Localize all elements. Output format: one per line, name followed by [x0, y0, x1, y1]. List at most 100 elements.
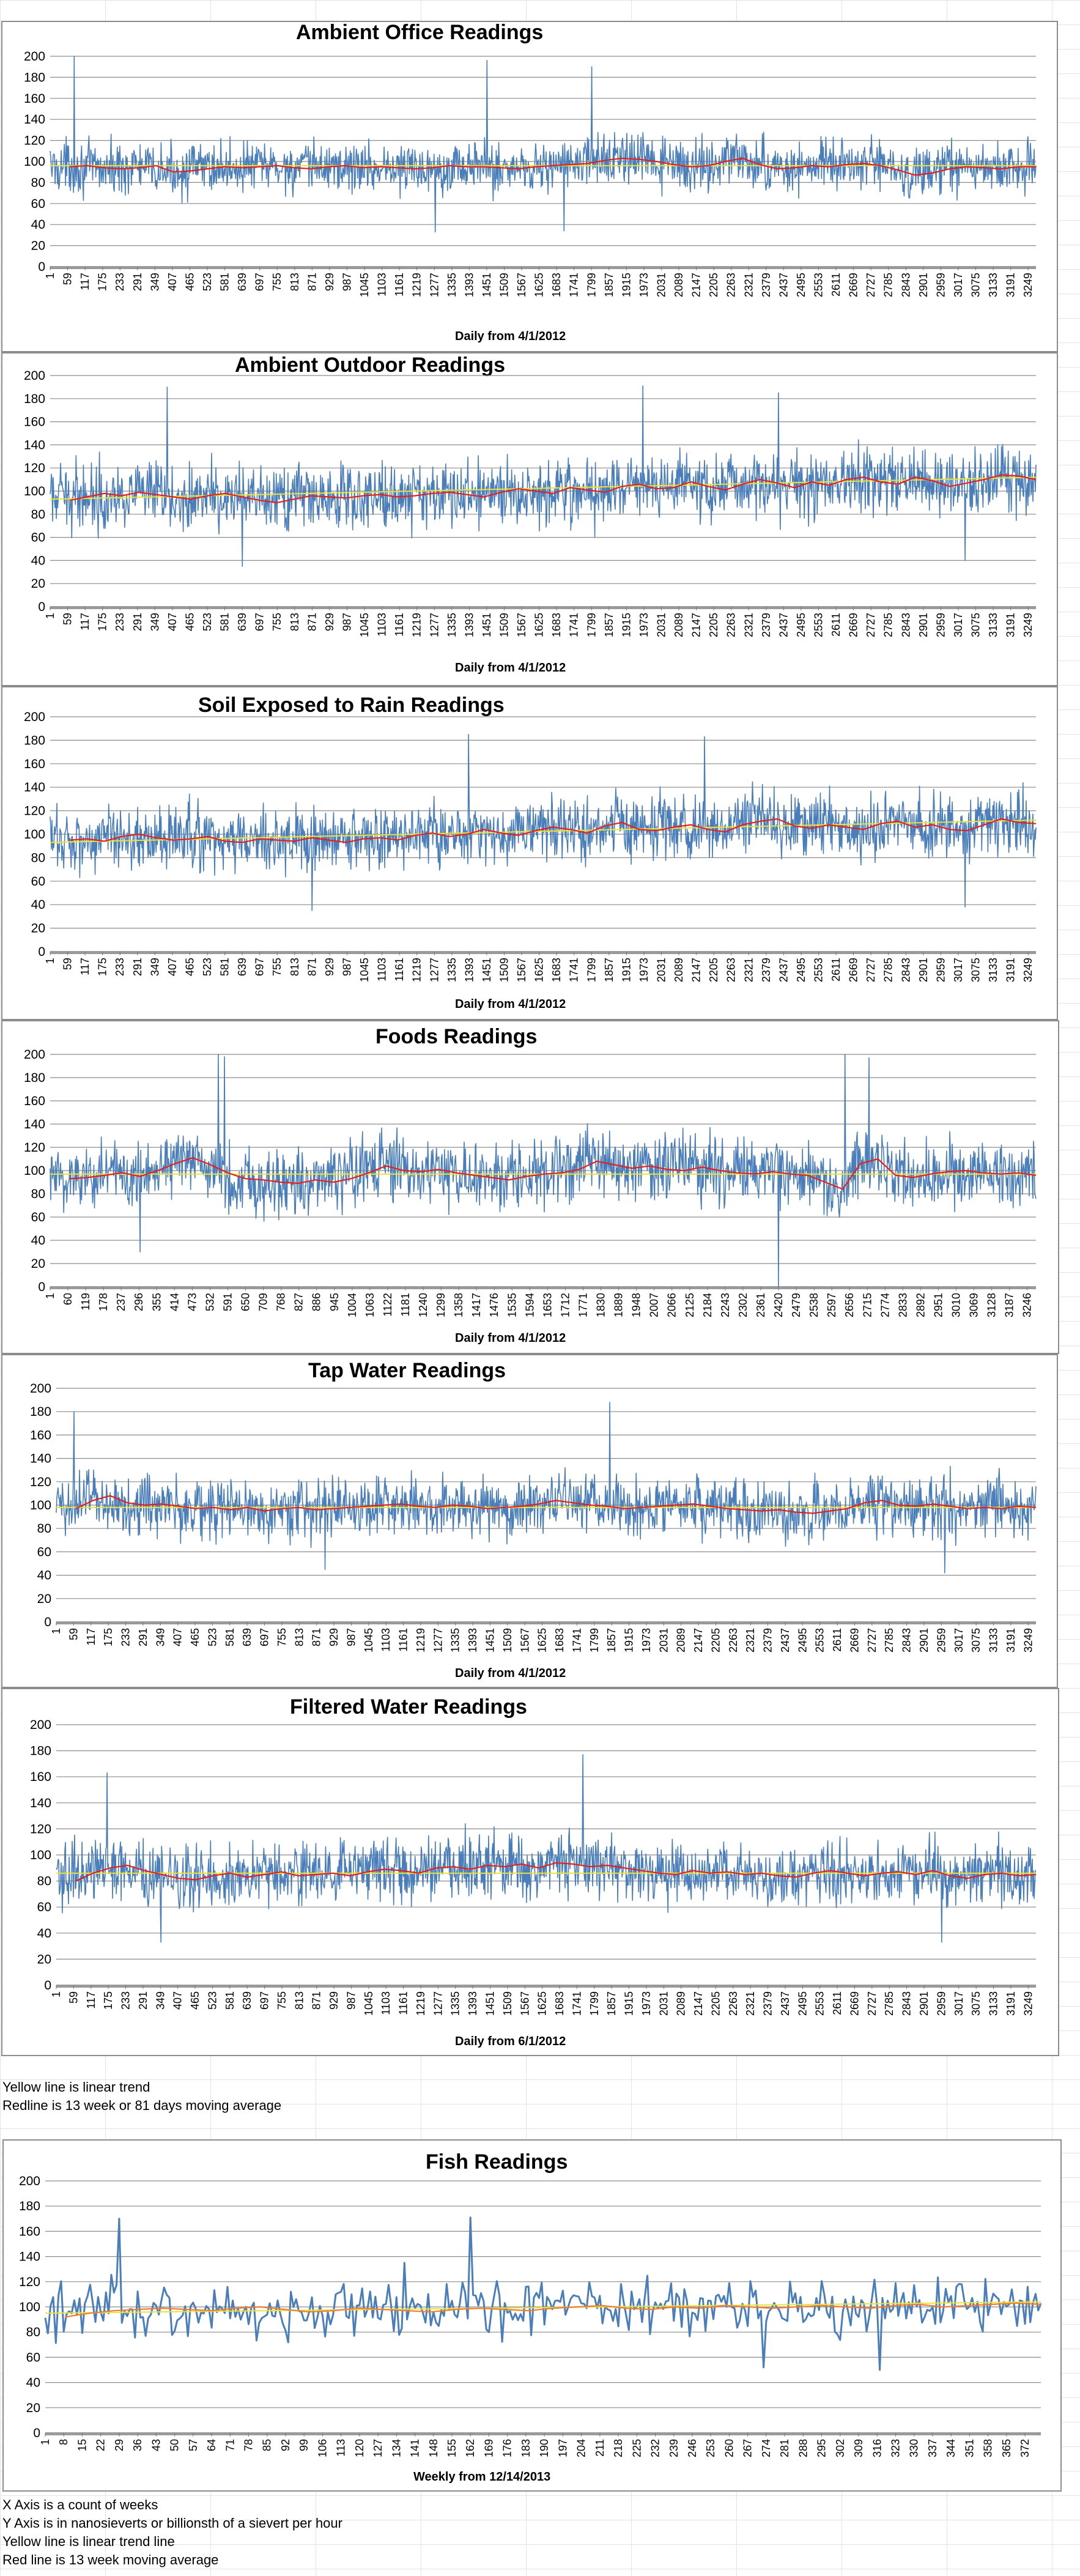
x-tick-label: 175: [102, 1991, 114, 2010]
x-tick-label: 2379: [760, 958, 772, 982]
x-tick-label: 349: [149, 958, 161, 976]
x-tick-label: 2147: [692, 1628, 705, 1653]
note-moving-average: Redline is 13 week or 81 days moving ave…: [2, 2098, 282, 2113]
x-tick-label: 581: [219, 273, 231, 291]
x-tick-label: 1799: [588, 1628, 601, 1653]
x-tick-label: 344: [945, 2439, 957, 2457]
x-tick-label: 465: [183, 273, 196, 291]
x-tick-label: 1335: [446, 613, 458, 637]
x-tick-label: 2901: [917, 613, 930, 637]
x-tick-label: 2089: [675, 1628, 687, 1653]
x-tick-label: 465: [183, 958, 196, 976]
x-tick-label: 2553: [814, 1991, 826, 2016]
x-tick-label: 291: [137, 1628, 149, 1646]
x-tick-label: 127: [372, 2439, 384, 2457]
x-tick-label: 175: [97, 613, 109, 631]
x-tick-label: 813: [289, 273, 301, 291]
x-tick-label: 59: [62, 958, 74, 970]
x-tick-label: 1712: [559, 1293, 571, 1317]
x-axis-label: Daily from 4/1/2012: [455, 330, 566, 343]
chart-panel-filtered-water: Filtered Water Readings 0 20 40 60 80 100 120 14…: [1, 1688, 1059, 2056]
x-axis-label: Daily from 4/1/2012: [455, 1667, 566, 1680]
x-tick-label: 246: [686, 2439, 698, 2457]
x-tick-label: 2263: [725, 273, 738, 297]
x-tick-label: 1004: [346, 1293, 358, 1317]
x-tick-label: 945: [328, 1293, 341, 1311]
x-tick-label: 3075: [970, 613, 982, 637]
x-tick-label: 2669: [848, 1628, 860, 1653]
x-tick-label: 2089: [673, 273, 685, 297]
x-tick-label: 1335: [449, 1991, 462, 2016]
y-tick-label: 40: [31, 553, 45, 568]
x-tick-label: 1417: [470, 1293, 483, 1317]
x-tick-label: 1799: [585, 613, 597, 637]
x-tick-label: 2205: [708, 613, 720, 637]
x-tick-label: 3133: [987, 958, 999, 982]
chart-filtered-water: Filtered Water Readings02040608010012014…: [30, 1695, 1037, 2048]
y-tick-label: 160: [24, 415, 45, 429]
x-tick-label: 755: [271, 613, 283, 631]
x-tick-label: 987: [341, 613, 353, 631]
y-tick-label: 40: [31, 898, 45, 912]
x-tick-label: 117: [79, 273, 91, 291]
x-tick-label: 3249: [1022, 1991, 1034, 2016]
y-tick-label: 100: [24, 484, 45, 498]
x-tick-label: 2379: [762, 1628, 774, 1653]
x-tick-label: 871: [311, 1628, 323, 1646]
note-x-axis: X Axis is a count of weeks: [2, 2497, 158, 2512]
x-tick-label: 2184: [701, 1293, 714, 1317]
x-tick-label: 120: [353, 2439, 366, 2457]
y-tick-label: 20: [26, 2401, 40, 2415]
x-tick-label: 1103: [376, 958, 388, 982]
x-tick-label: 1: [44, 273, 56, 279]
x-tick-label: 2321: [742, 958, 755, 982]
x-tick-label: 2951: [932, 1293, 944, 1317]
y-tick-label: 0: [38, 1280, 45, 1294]
x-tick-label: 148: [427, 2439, 440, 2457]
y-tick-label: 0: [44, 1615, 51, 1629]
x-tick-label: 2727: [865, 613, 877, 637]
x-tick-label: 134: [390, 2439, 402, 2457]
y-tick-label: 0: [38, 945, 45, 959]
x-tick-label: 1451: [484, 1991, 496, 2016]
x-tick-label: 3191: [1005, 613, 1017, 637]
chart-title: Filtered Water Readings: [290, 1695, 527, 1719]
x-tick-label: 2669: [848, 613, 860, 637]
x-tick-label: 1277: [428, 613, 440, 637]
x-tick-label: 1625: [533, 958, 546, 982]
x-tick-label: 2553: [814, 1628, 826, 1653]
x-tick-label: 169: [483, 2439, 495, 2457]
chart-panel-ambient-office: Ambient Office Readings 0 20 40 60 80 100 120 14…: [1, 21, 1058, 352]
series-readings-line: [50, 385, 1037, 567]
x-tick-label: 871: [306, 958, 318, 976]
x-tick-label: 2959: [934, 958, 947, 982]
x-tick-label: 349: [154, 1628, 166, 1646]
x-tick-label: 1857: [603, 273, 615, 297]
x-tick-label: 175: [97, 273, 109, 291]
x-tick-label: 349: [149, 613, 161, 631]
x-tick-label: 141: [409, 2439, 421, 2457]
chart-panel-fish: Fish Readings 0 20 40 60 80 100 120 140 160 180 200…: [2, 2139, 1062, 2492]
x-tick-label: 71: [224, 2439, 236, 2451]
x-tick-label: 2420: [772, 1293, 785, 1317]
x-tick-label: 1335: [446, 273, 458, 297]
x-tick-label: 1161: [393, 958, 405, 982]
x-tick-label: 78: [243, 2439, 255, 2451]
x-tick-label: 2611: [831, 1991, 843, 2015]
x-tick-label: 1741: [571, 1628, 583, 1653]
x-tick-label: 155: [446, 2439, 458, 2457]
y-tick-label: 60: [31, 197, 45, 211]
y-tick-label: 100: [30, 1848, 51, 1862]
x-tick-label: 291: [131, 958, 144, 976]
x-tick-label: 60: [62, 1293, 74, 1305]
y-tick-label: 180: [24, 733, 45, 747]
x-tick-label: 2031: [655, 958, 667, 982]
x-tick-label: 237: [115, 1293, 127, 1311]
x-tick-label: 1683: [550, 613, 563, 637]
x-tick-label: 1973: [640, 1628, 653, 1653]
chart-title: Tap Water Readings: [308, 1359, 506, 1382]
x-tick-label: 1103: [376, 273, 388, 297]
y-tick-label: 140: [30, 1452, 51, 1466]
x-tick-label: 2959: [934, 613, 947, 637]
y-tick-label: 160: [24, 1094, 45, 1108]
